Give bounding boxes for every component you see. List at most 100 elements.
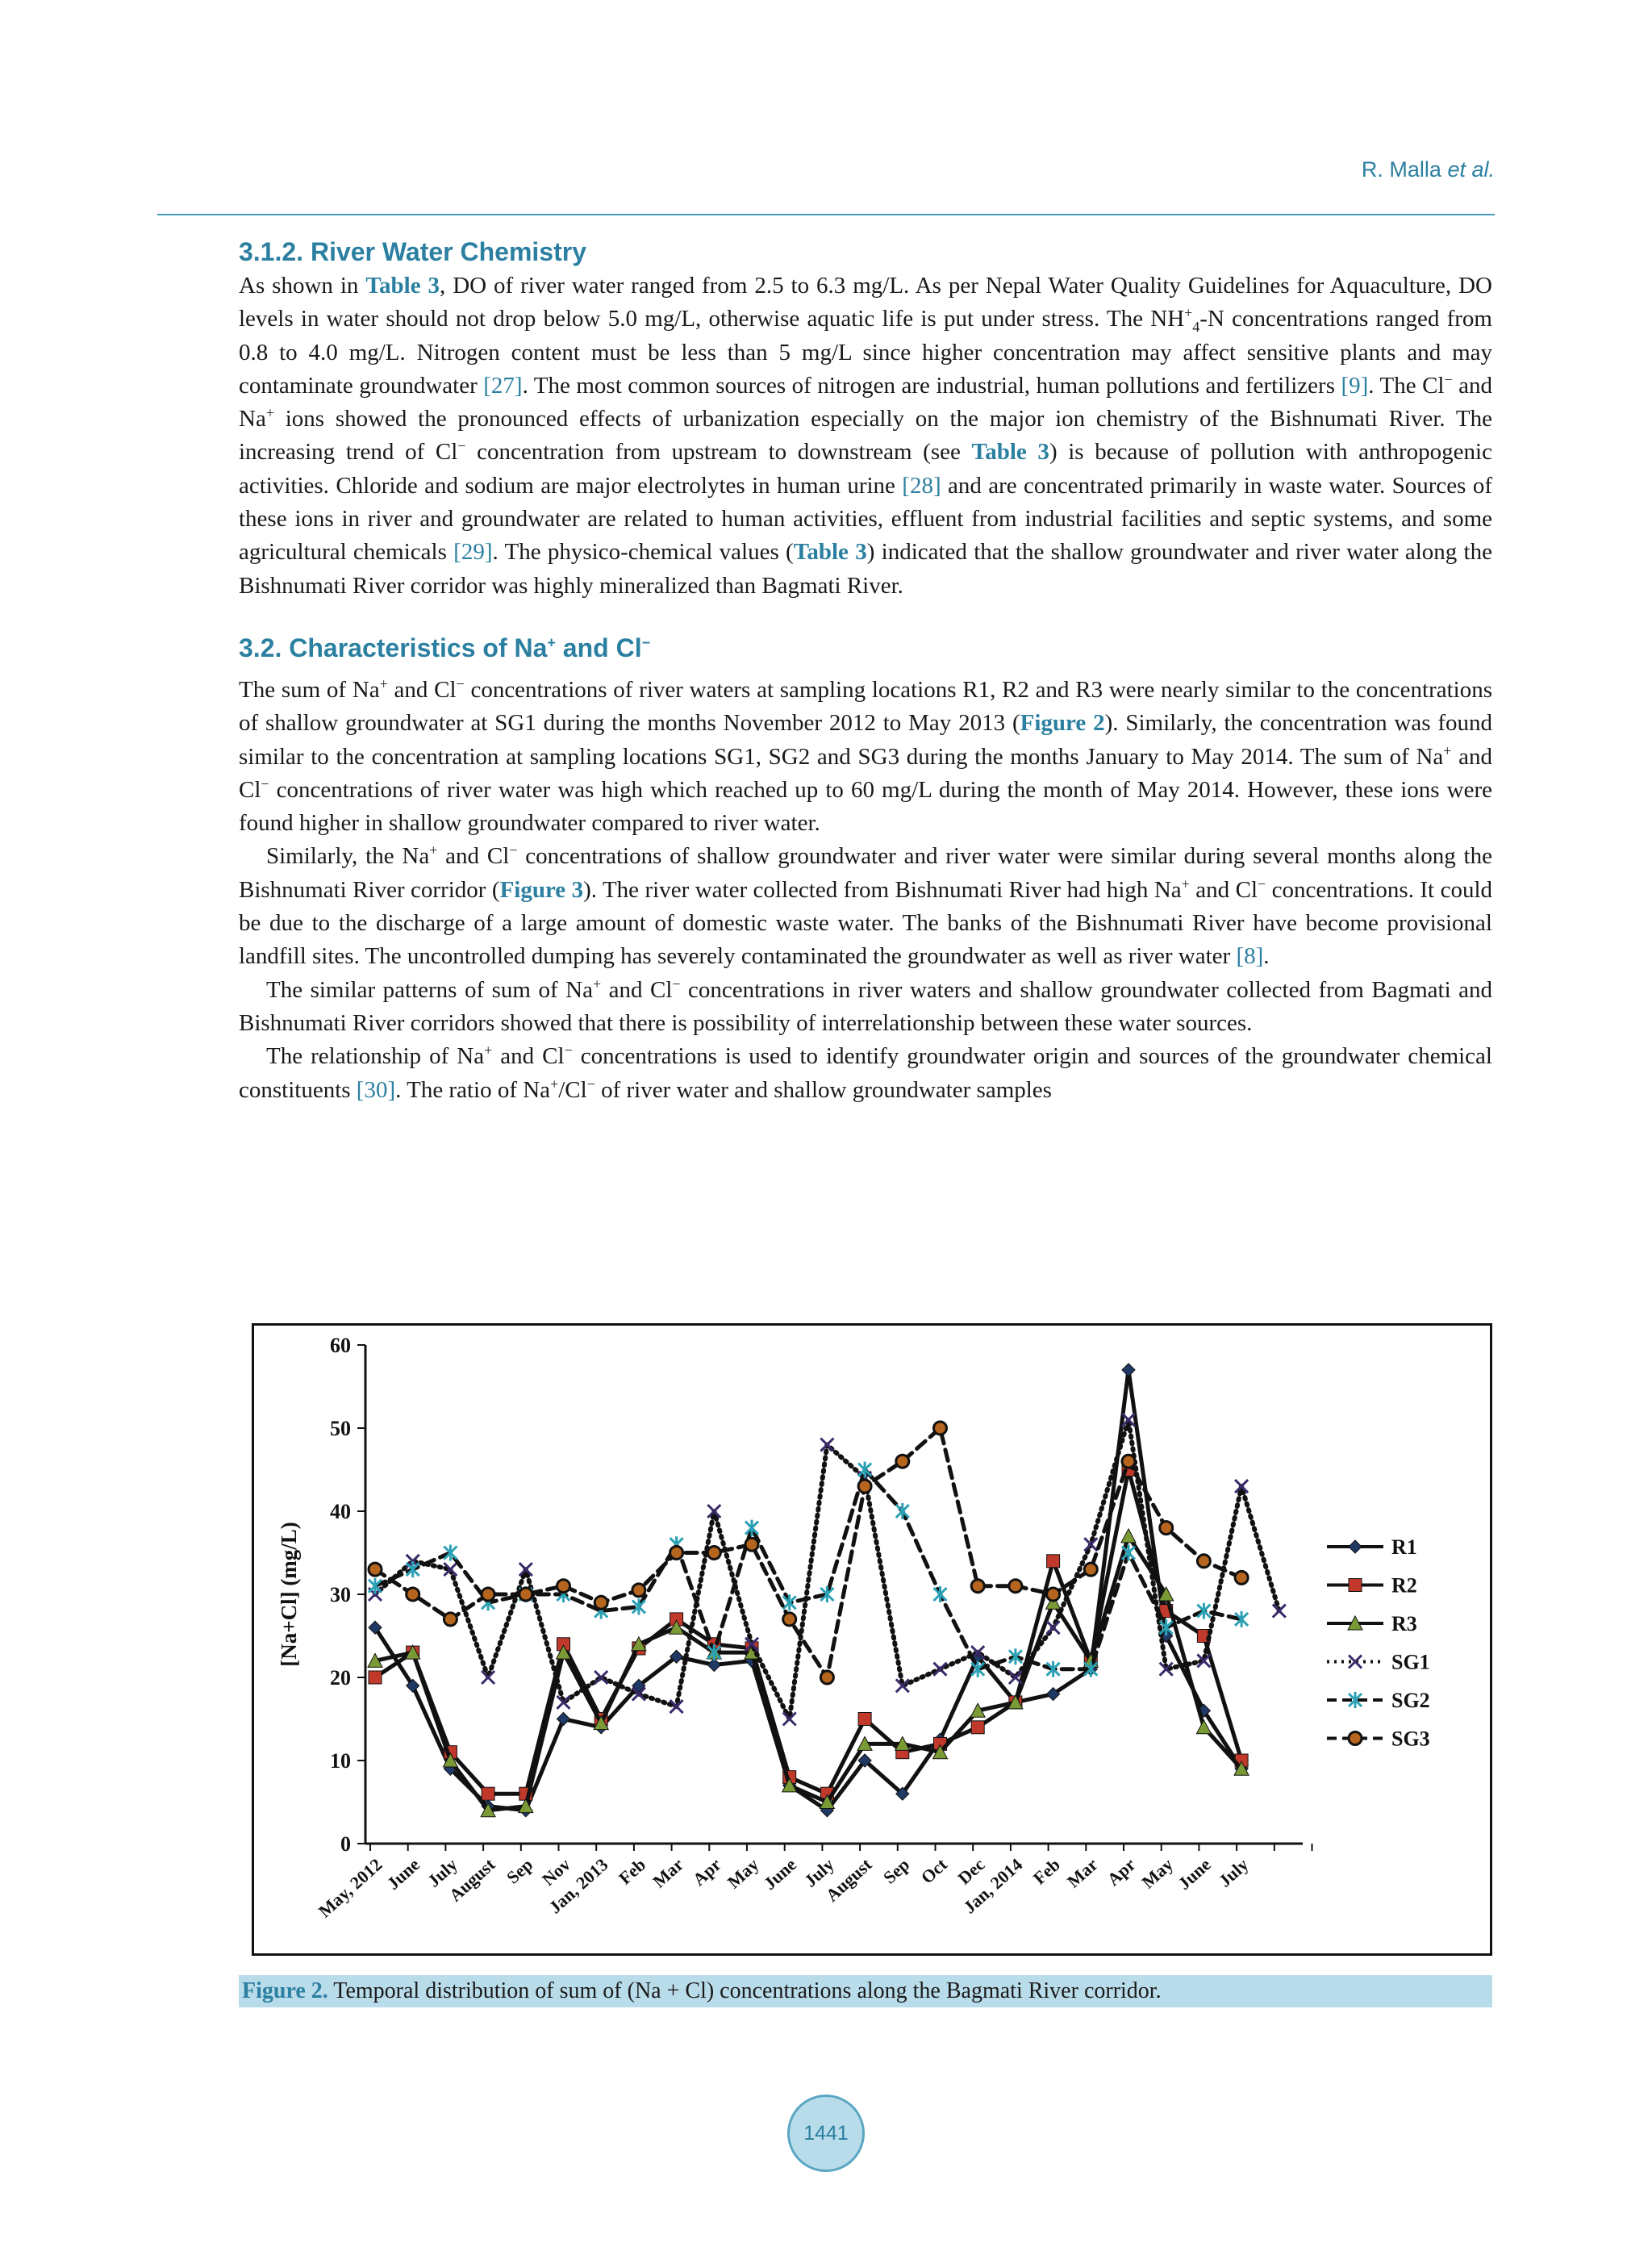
point-sg1 bbox=[1271, 1603, 1287, 1619]
point-sg3 bbox=[631, 1582, 647, 1598]
legend-marker-r2 bbox=[1348, 1578, 1362, 1592]
legend-marker-sg1 bbox=[1347, 1654, 1363, 1669]
point-sg1 bbox=[895, 1678, 910, 1694]
figure-2-frame: 0 10 20 30 40 50 60 May, 2012 June July August Sep N… bbox=[252, 1323, 1492, 1956]
point-sg3 bbox=[1195, 1553, 1212, 1569]
running-header-author: R. Malla et al. bbox=[1361, 157, 1495, 182]
point-r3 bbox=[932, 1744, 949, 1760]
point-sg2 bbox=[744, 1519, 760, 1536]
x-tick-label: June bbox=[760, 1854, 801, 1894]
point-sg3 bbox=[1007, 1578, 1024, 1594]
point-r3 bbox=[1120, 1527, 1137, 1543]
point-sg1 bbox=[1045, 1620, 1061, 1635]
point-sg1 bbox=[669, 1698, 684, 1715]
point-sg2 bbox=[895, 1503, 910, 1519]
point-sg3 bbox=[556, 1578, 571, 1594]
table3-link[interactable]: Table 3 bbox=[971, 439, 1049, 466]
point-sg3 bbox=[857, 1478, 873, 1494]
point-sg3 bbox=[970, 1578, 986, 1594]
legend-label-r1: R1 bbox=[1391, 1535, 1417, 1559]
point-sg3 bbox=[932, 1420, 948, 1436]
point-sg2 bbox=[1158, 1619, 1174, 1636]
point-sg3 bbox=[819, 1669, 835, 1685]
point-r3 bbox=[970, 1702, 987, 1718]
point-r1 bbox=[895, 1786, 910, 1801]
point-sg1 bbox=[1120, 1412, 1137, 1427]
figure3-link[interactable]: Figure 3 bbox=[499, 876, 584, 903]
y-tick-label: 30 bbox=[330, 1583, 351, 1606]
ref-28-link[interactable]: [28] bbox=[902, 472, 941, 499]
point-r3 bbox=[1233, 1761, 1249, 1776]
point-r2 bbox=[1046, 1554, 1061, 1568]
point-r3 bbox=[442, 1752, 459, 1768]
point-sg2 bbox=[631, 1598, 646, 1615]
x-tick-label: Apr bbox=[1103, 1854, 1139, 1890]
ref-27-link[interactable]: [27] bbox=[483, 372, 523, 399]
point-sg2 bbox=[1007, 1648, 1023, 1665]
point-r3 bbox=[517, 1798, 534, 1814]
x-tick-label: May bbox=[1138, 1854, 1178, 1892]
point-sg3 bbox=[1083, 1561, 1099, 1577]
point-sg3 bbox=[1158, 1520, 1174, 1536]
point-sg2 bbox=[857, 1461, 873, 1478]
point-sg3 bbox=[1233, 1569, 1249, 1585]
table3-link[interactable]: Table 3 bbox=[793, 539, 867, 566]
section-heading-3-2: 3.2. Characteristics of Na+ and Cl− bbox=[239, 633, 651, 662]
legend-marker-sg3 bbox=[1347, 1731, 1363, 1746]
x-tick-label: Feb bbox=[615, 1854, 649, 1888]
point-r3 bbox=[1195, 1719, 1212, 1735]
x-tick-label: Feb bbox=[1029, 1854, 1064, 1888]
ref-9-link[interactable]: [9] bbox=[1341, 372, 1369, 399]
ref-30-link[interactable]: [30] bbox=[356, 1076, 396, 1103]
point-r2 bbox=[368, 1670, 382, 1685]
point-sg1 bbox=[707, 1503, 722, 1519]
legend-label-sg1: SG1 bbox=[1391, 1651, 1430, 1674]
x-tick-label: July bbox=[1215, 1854, 1253, 1891]
point-sg2 bbox=[367, 1577, 383, 1594]
ref-8-link[interactable]: [8] bbox=[1236, 943, 1264, 970]
point-sg1 bbox=[443, 1562, 458, 1577]
point-sg2 bbox=[1196, 1602, 1212, 1619]
point-r2 bbox=[970, 1720, 985, 1735]
point-sg1 bbox=[744, 1636, 760, 1652]
point-sg2 bbox=[1083, 1660, 1099, 1677]
y-axis-label: [Na+Cl] (mg/L) bbox=[277, 1522, 301, 1667]
point-r3 bbox=[781, 1777, 798, 1793]
legend-label-sg3: SG3 bbox=[1391, 1727, 1430, 1751]
series-line-r3 bbox=[373, 1534, 1244, 1813]
ref-29-link[interactable]: [29] bbox=[453, 539, 493, 566]
point-sg1 bbox=[594, 1669, 609, 1685]
point-r1 bbox=[368, 1620, 382, 1635]
point-sg1 bbox=[518, 1562, 533, 1577]
point-sg3 bbox=[405, 1586, 421, 1602]
y-tick-label: 20 bbox=[330, 1666, 351, 1690]
point-sg2 bbox=[782, 1594, 797, 1611]
table3-link[interactable]: Table 3 bbox=[365, 273, 440, 299]
x-tick-label: Oct bbox=[917, 1854, 952, 1888]
point-sg3 bbox=[782, 1611, 798, 1627]
point-r3 bbox=[367, 1652, 383, 1668]
x-tick-label: May bbox=[724, 1854, 763, 1892]
y-tick-label: 10 bbox=[330, 1749, 351, 1773]
figure2-link[interactable]: Figure 2 bbox=[1020, 710, 1105, 737]
legend-marker-sg2 bbox=[1347, 1692, 1363, 1708]
point-sg1 bbox=[631, 1686, 646, 1702]
point-sg1 bbox=[1158, 1661, 1174, 1677]
point-sg2 bbox=[443, 1544, 458, 1561]
point-sg3 bbox=[442, 1611, 458, 1627]
page-number: 1441 bbox=[787, 2095, 865, 2172]
legend-label-sg2: SG2 bbox=[1391, 1689, 1430, 1712]
point-sg3 bbox=[706, 1545, 722, 1560]
y-tick-label: 40 bbox=[330, 1500, 351, 1523]
x-tick-label: Sep bbox=[503, 1854, 536, 1887]
point-sg1 bbox=[1196, 1653, 1212, 1669]
point-r2 bbox=[857, 1712, 872, 1726]
point-r1 bbox=[405, 1678, 420, 1694]
y-tick-label: 0 bbox=[340, 1832, 351, 1856]
header-rule bbox=[157, 214, 1495, 215]
point-sg3 bbox=[1120, 1453, 1137, 1469]
point-sg2 bbox=[970, 1660, 986, 1677]
point-sg3 bbox=[593, 1594, 609, 1610]
point-r1 bbox=[669, 1649, 684, 1664]
